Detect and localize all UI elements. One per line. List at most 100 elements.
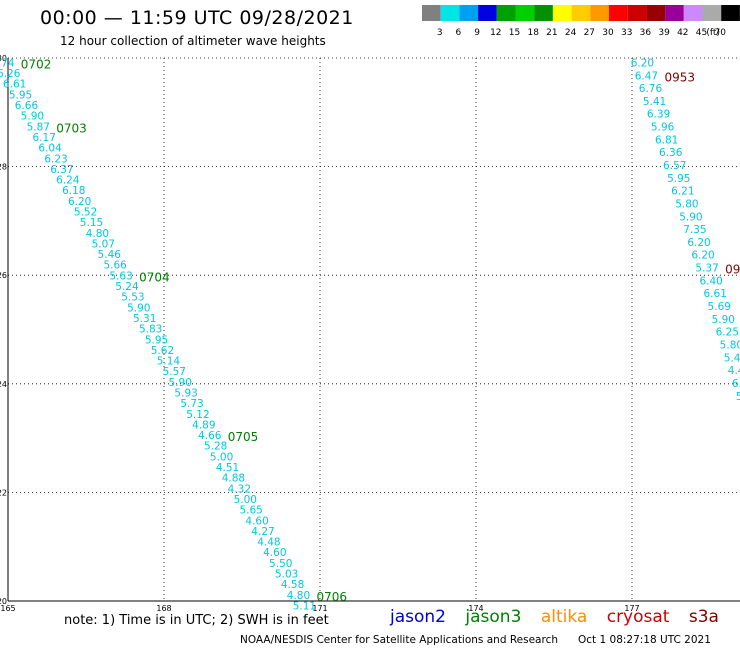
scale-tick-label: 70 [714,28,726,38]
wave-height-value: 5.03 [275,568,298,580]
scale-swatch [665,5,684,21]
scale-tick-label: 3 [437,28,443,38]
x-tick-label: 168 [156,604,171,613]
wave-height-value: 6.25 [716,327,739,339]
scale-swatch [478,5,497,21]
wave-height-value: 5.65 [239,505,262,517]
scale-tick-label: 21 [546,28,557,38]
wave-height-value: 5.90 [127,302,150,314]
pass-time-label: 0953 [664,70,695,84]
scale-swatch [721,5,740,21]
wave-height-value: 4.27 [251,526,274,538]
wave-height-value: 5.80 [675,198,698,210]
wave-height-value: 4.51 [216,462,239,474]
wave-height-value: 6.76 [639,83,663,95]
wave-height-value: 5.29 [736,391,740,403]
scale-swatch [683,5,703,21]
wave-height-value: 6.04 [732,378,740,390]
footer-timestamp: Oct 1 08:27:18 UTC 2021 [578,634,711,646]
wave-height-value: 6.20 [68,196,91,208]
wave-height-value: 5.90 [679,211,702,223]
wave-height-value: 6.21 [671,186,694,198]
scale-swatch [609,5,628,21]
footer: NOAA/NESDIS Center for Satellite Applica… [240,634,711,646]
wave-height-value: 5.12 [186,409,209,421]
x-tick-label: 177 [624,604,639,613]
x-tick-label: 165 [0,604,15,613]
wave-height-value: 5.95 [667,173,690,185]
scale-swatch [440,5,460,21]
scale-swatch [496,5,516,21]
x-tick-label: 171 [312,604,327,613]
wave-height-value: 6.37 [50,164,73,176]
wave-height-value: 5.90 [21,111,44,123]
scale-swatch [590,5,609,21]
x-tick-label: 174 [468,604,483,613]
wave-height-value: 5.66 [103,260,127,272]
wave-height-value: 4.66 [198,430,222,442]
wave-height-value: 5.95 [9,89,32,101]
wave-height-value: 6.26 [0,68,21,80]
scale-tick-label: 33 [621,28,632,38]
wave-height-value: 7.35 [683,224,706,236]
scale-swatch [627,5,647,21]
wave-height-value: 5.07 [92,238,115,250]
footer-org: NOAA/NESDIS Center for Satellite Applica… [240,634,558,646]
wave-height-value: 5.00 [234,494,257,506]
legend-altika: altika [540,607,588,627]
scale-swatch [702,5,722,21]
scale-swatch [515,5,535,21]
wave-height-value: 4.88 [222,473,245,485]
wave-height-value: 6.57 [663,160,686,172]
wave-height-value: 6.40 [699,275,722,287]
wave-height-value: 5.11 [293,600,316,612]
wave-height-value: 5.87 [27,121,50,133]
wave-height-value: 5.00 [210,451,233,463]
wave-height-value: 5.46 [98,249,122,261]
wave-height-value: 6.66 [15,100,39,112]
wave-height-value: 6.18 [62,185,85,197]
wave-height-value: 6.24 [56,175,80,187]
scale-tick-label: 36 [640,28,652,38]
pass-time-label: 0704 [139,270,170,284]
legend-jason3: jason3 [465,607,522,627]
scale-swatch [552,5,572,21]
wave-height-value: 5.15 [80,217,103,229]
y-tick-label: 28 [0,163,7,172]
wave-height-value: 6.74 [0,57,15,69]
wave-height-value: 5.62 [151,345,174,357]
legend-cryosat: cryosat [606,607,670,627]
wave-height-value: 5.52 [74,206,97,218]
wave-height-value: 5.28 [204,441,227,453]
wave-height-value: 5.69 [708,301,731,313]
y-tick-label: 26 [0,271,7,280]
wave-height-value: 4.80 [287,590,310,602]
wave-height-value: 6.61 [704,288,727,300]
wave-height-value: 4.32 [228,483,251,495]
scale-tick-label: 12 [490,28,501,38]
wave-height-value: 5.41 [643,96,666,108]
wave-height-value: 6.36 [659,147,683,159]
wave-height-value: 4.80 [86,228,109,240]
wave-height-value: 6.04 [38,143,62,155]
wave-height-value: 4.89 [192,419,215,431]
scale-tick-label: (ft) [706,28,720,38]
scale-tick-label: 18 [527,28,539,38]
color-scale-legend: 3 6 9 12 15 18 21 24 27 30 33 36 39 42 45 70(ft) [422,5,740,38]
wave-height-value: 5.31 [133,313,156,325]
footnote: note: 1) Time is in UTC; 2) SWH is in fe… [64,613,329,628]
wave-height-value: 5.50 [269,558,292,570]
scale-tick-label: 45 [696,28,707,38]
scale-tick-label: 15 [509,28,520,38]
scale-swatch [646,5,666,21]
y-tick-label: 24 [0,380,7,389]
wave-height-value: 5.73 [180,398,203,410]
y-tick-label: 20 [0,597,7,606]
wave-height-value: 5.80 [720,339,740,351]
wave-height-value: 5.90 [169,377,192,389]
wave-height-value: 6.61 [3,79,26,91]
wave-height-value: 5.96 [651,122,675,134]
wave-height-value: 6.17 [33,132,56,144]
scale-tick-label: 24 [565,28,577,38]
